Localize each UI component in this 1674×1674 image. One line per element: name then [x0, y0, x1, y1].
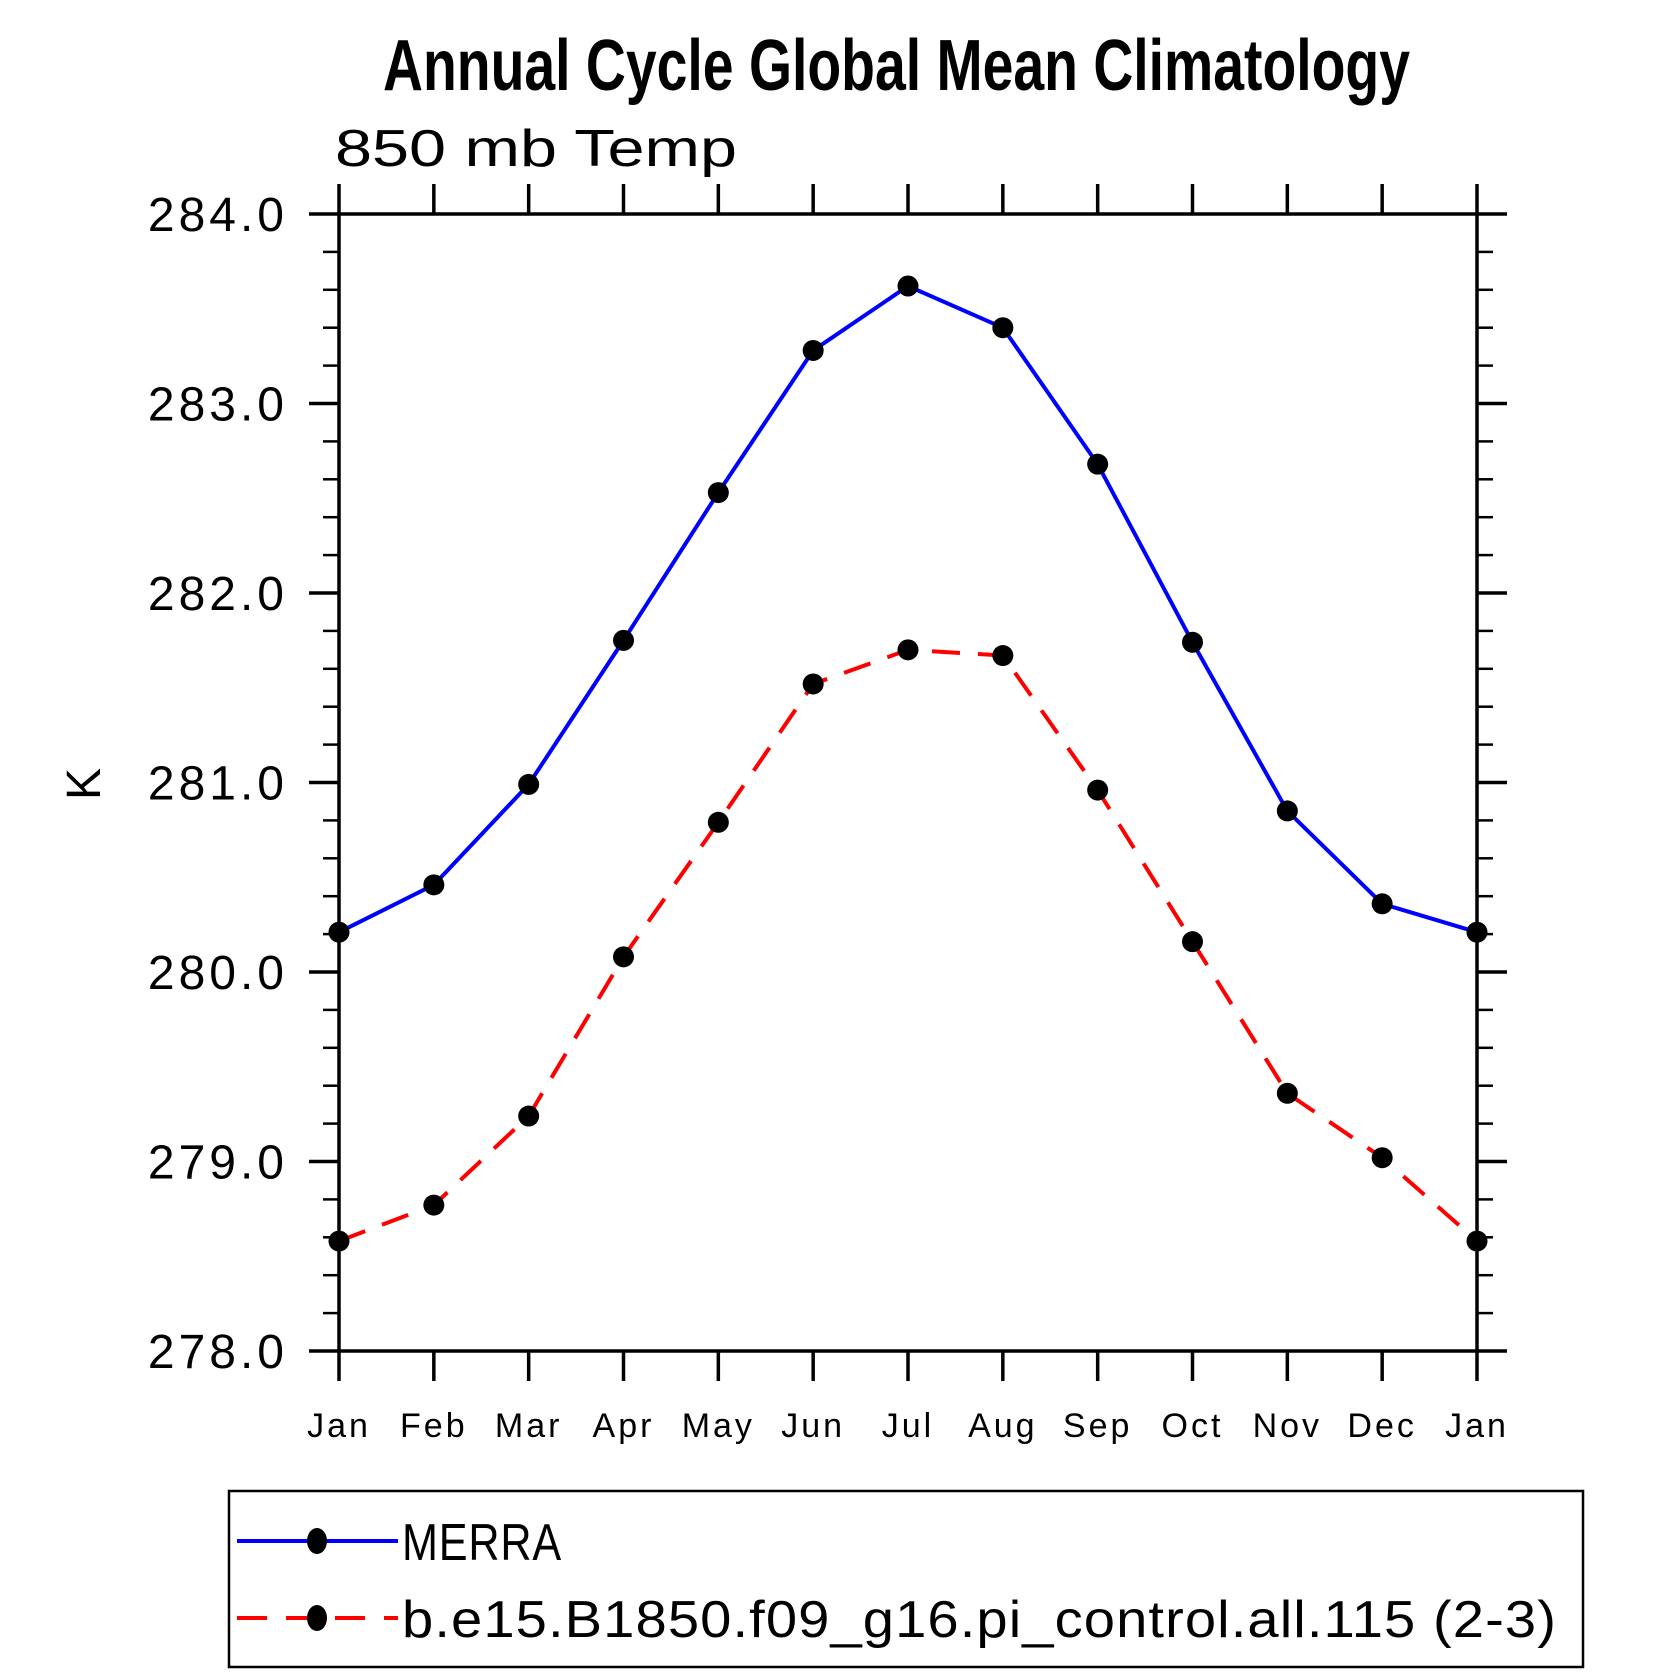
legend-marker-model: [307, 1605, 327, 1631]
merra-data-point-jan-0: [328, 921, 350, 943]
model-data-point-nov-10: [1276, 1082, 1298, 1104]
merra-data-point-apr-3: [613, 629, 634, 651]
merra-series-line: [338, 283, 1478, 935]
x-tick-label: Jan: [307, 1407, 371, 1445]
model-series-line: [338, 647, 1479, 1243]
merra-data-point-jun-5: [802, 339, 824, 361]
x-tick-label: Nov: [1253, 1407, 1322, 1445]
model-data-point-jul-6: [897, 639, 919, 661]
model-data-point-dec-11: [1371, 1147, 1393, 1169]
model-data-point-jun-5: [802, 673, 824, 695]
plot-area: 278.0 279.0 280.0 281.0 282.0 283.0 284.0 Jan Fe…: [148, 184, 1509, 1445]
model-data-point-oct-9: [1182, 931, 1203, 953]
legend: MERRA b.e15.B1850.f09_g16.pi_control.all…: [227, 1489, 1585, 1669]
merra-data-point-sep-8: [1087, 453, 1109, 475]
merra-data-point-mar-2: [518, 773, 540, 795]
model-data-point-mar-2: [518, 1105, 540, 1127]
y-tick-label: 279.0: [148, 1137, 288, 1190]
y-tick-label: 282.0: [148, 568, 288, 621]
merra-data-point-jan-12: [1466, 921, 1488, 943]
y-tick-label: 284.0: [148, 189, 288, 242]
x-tick-label: Feb: [400, 1407, 468, 1445]
merra-data-point-feb-1: [423, 874, 445, 896]
x-tick-label: Mar: [495, 1407, 563, 1445]
model-data-point-apr-3: [613, 946, 634, 968]
model-data-point-feb-1: [423, 1194, 445, 1216]
chart-subtitle: 850 mb Temp: [335, 120, 737, 178]
merra-data-point-nov-10: [1276, 800, 1298, 822]
legend-box: [227, 1489, 1585, 1669]
legend-label-merra: MERRA: [402, 1514, 562, 1572]
chart-title: Annual Cycle Global Mean Climatology: [383, 26, 1410, 106]
y-tick-label: 278.0: [148, 1326, 288, 1379]
y-tick-label: 280.0: [148, 947, 288, 1000]
legend-marker-merra: [307, 1528, 327, 1554]
model-data-point-may-4: [707, 811, 729, 833]
model-data-point-jan-12: [1466, 1230, 1488, 1252]
merra-data-point-may-4: [707, 482, 729, 504]
x-tick-label: Dec: [1347, 1407, 1416, 1445]
model-data-point-aug-7: [992, 645, 1014, 667]
x-tick-label: Jun: [781, 1407, 845, 1445]
x-tick-label: Aug: [968, 1407, 1038, 1445]
x-tick-label: Jul: [882, 1407, 934, 1445]
legend-label-model: b.e15.B1850.f09_g16.pi_control.all.115 (…: [402, 1591, 1557, 1649]
axis-frame: [337, 212, 1479, 1353]
y-axis-unit-label: K: [58, 766, 111, 800]
x-tick-label: Apr: [593, 1407, 655, 1445]
merra-data-point-dec-11: [1371, 893, 1393, 915]
model-data-point-sep-8: [1087, 779, 1109, 801]
y-tick-label: 281.0: [148, 758, 288, 811]
merra-data-point-jul-6: [897, 275, 919, 297]
merra-data-point-oct-9: [1182, 631, 1203, 653]
x-tick-label: May: [682, 1407, 755, 1445]
y-tick-label: 283.0: [148, 379, 288, 432]
x-tick-label: Sep: [1063, 1407, 1133, 1445]
x-tick-label: Jan: [1445, 1407, 1509, 1445]
merra-data-point-aug-7: [992, 317, 1014, 339]
model-data-point-jan-0: [328, 1230, 350, 1252]
x-tick-label: Oct: [1162, 1407, 1224, 1445]
